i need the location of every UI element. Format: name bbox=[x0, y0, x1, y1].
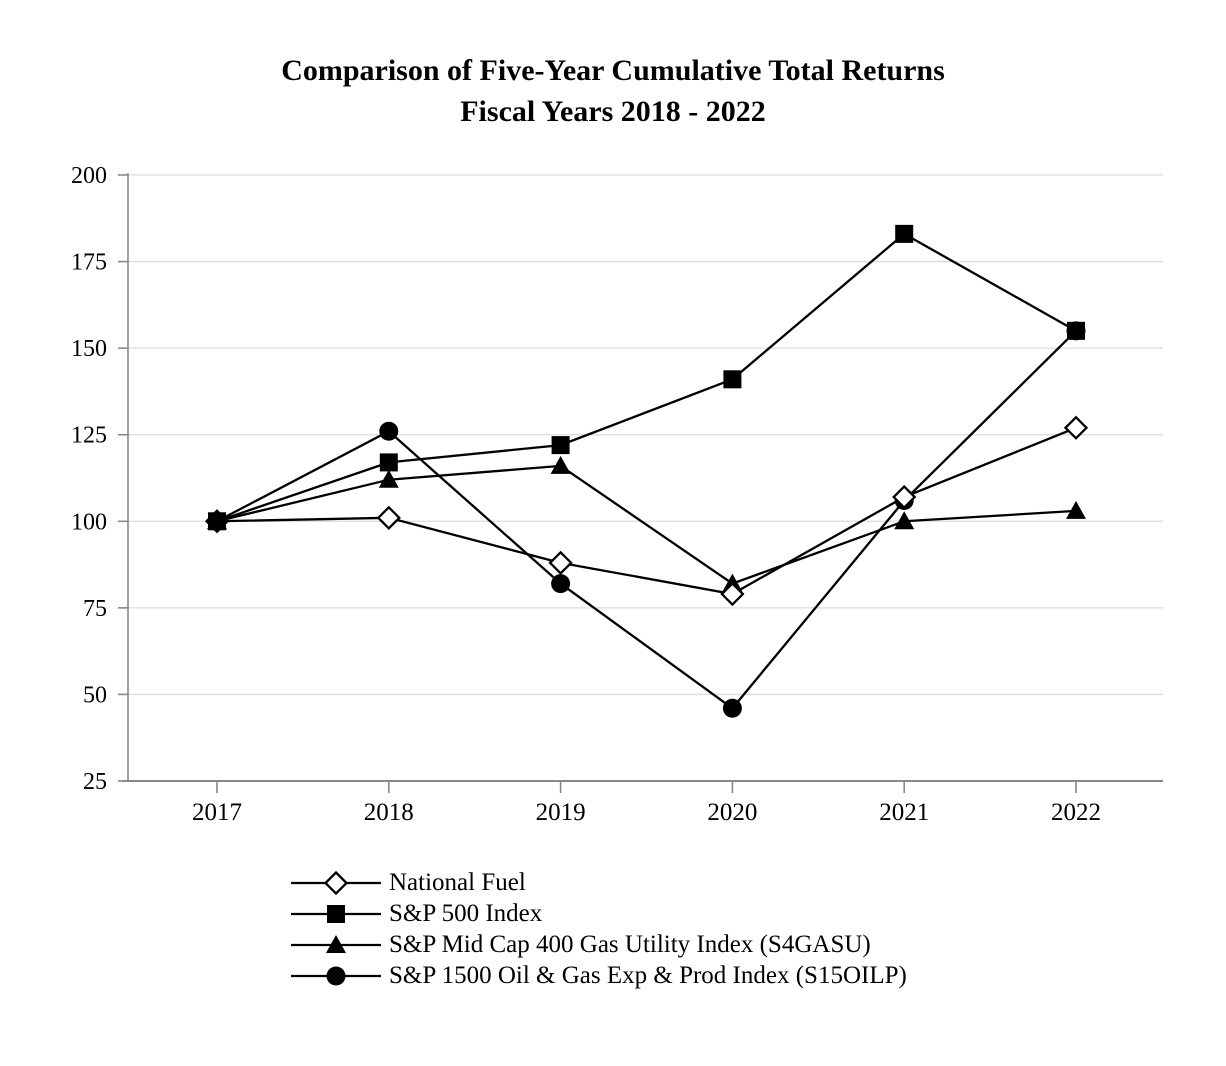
chart-title: Comparison of Five-Year Cumulative Total… bbox=[281, 54, 945, 87]
marker-circle bbox=[326, 966, 346, 985]
chart-legend: National Fuel S&P 500 Index S&P Mid Cap 40… bbox=[290, 867, 907, 991]
legend-marker-icon bbox=[291, 934, 381, 953]
series-line bbox=[216, 464, 1077, 585]
chart-subtitle: Fiscal Years 2018 - 2022 bbox=[460, 95, 766, 128]
marker-square bbox=[1067, 321, 1085, 340]
y-axis-label: 125 bbox=[71, 423, 107, 449]
y-axis-label: 200 bbox=[71, 163, 107, 189]
legend-label: S&P 500 Index bbox=[389, 899, 543, 927]
marker-triangle bbox=[378, 469, 399, 488]
legend-item: S&P 1500 Oil & Gas Exp & Prod Index (S15… bbox=[290, 960, 907, 991]
marker-triangle bbox=[326, 934, 346, 953]
marker-diamond bbox=[376, 505, 401, 530]
chart-plot-area: 25 50 75 100 125 150 175 200 2017 2018 2019 2020 202… bbox=[71, 163, 1163, 826]
marker-square bbox=[723, 370, 742, 389]
legend-marker-icon bbox=[291, 904, 381, 923]
x-axis-label: 2018 bbox=[364, 799, 414, 826]
legend-marker-icon bbox=[291, 870, 381, 895]
marker-diamond bbox=[1063, 415, 1089, 440]
x-axis-label: 2021 bbox=[879, 799, 929, 826]
series-line bbox=[216, 232, 1077, 523]
x-axis-label: 2017 bbox=[192, 799, 242, 826]
y-axis-label: 150 bbox=[71, 336, 107, 362]
legend-item: S&P 500 Index bbox=[290, 898, 907, 929]
marker-square bbox=[379, 453, 398, 472]
marker-diamond bbox=[323, 870, 349, 895]
y-axis-label: 100 bbox=[71, 509, 107, 535]
marker-triangle bbox=[550, 455, 571, 474]
y-axis-label: 175 bbox=[71, 250, 107, 276]
legend-item: National Fuel bbox=[290, 867, 907, 898]
marker-square bbox=[327, 904, 345, 923]
marker-diamond bbox=[892, 484, 917, 510]
x-axis-label: 2020 bbox=[707, 799, 757, 826]
marker-square bbox=[895, 224, 914, 243]
marker-square bbox=[208, 512, 226, 531]
marker-circle bbox=[551, 574, 571, 594]
legend-label: National Fuel bbox=[389, 868, 526, 896]
series-line bbox=[216, 426, 1077, 596]
marker-triangle bbox=[894, 511, 915, 530]
legend-item: S&P Mid Cap 400 Gas Utility Index (S4GAS… bbox=[290, 929, 907, 960]
series-diamond-open bbox=[204, 415, 1089, 607]
x-axis-label: 2019 bbox=[536, 799, 586, 826]
marker-diamond bbox=[720, 581, 745, 607]
marker-circle bbox=[379, 421, 399, 441]
marker-triangle bbox=[1066, 500, 1086, 519]
marker-diamond bbox=[548, 550, 573, 575]
series-square-filled bbox=[208, 224, 1085, 531]
y-axis-label: 75 bbox=[83, 596, 107, 622]
chart-title-block: Comparison of Five-Year Cumulative Total… bbox=[0, 50, 1226, 132]
series-line bbox=[216, 330, 1077, 710]
legend-label: S&P 1500 Oil & Gas Exp & Prod Index (S15… bbox=[389, 961, 907, 989]
marker-square bbox=[551, 436, 570, 455]
legend-label: S&P Mid Cap 400 Gas Utility Index (S4GAS… bbox=[389, 930, 871, 958]
legend-marker-icon bbox=[291, 966, 381, 985]
x-axis-label: 2022 bbox=[1051, 799, 1101, 826]
marker-circle bbox=[722, 698, 742, 718]
y-axis-label: 25 bbox=[83, 769, 107, 795]
y-axis-label: 50 bbox=[83, 682, 107, 708]
